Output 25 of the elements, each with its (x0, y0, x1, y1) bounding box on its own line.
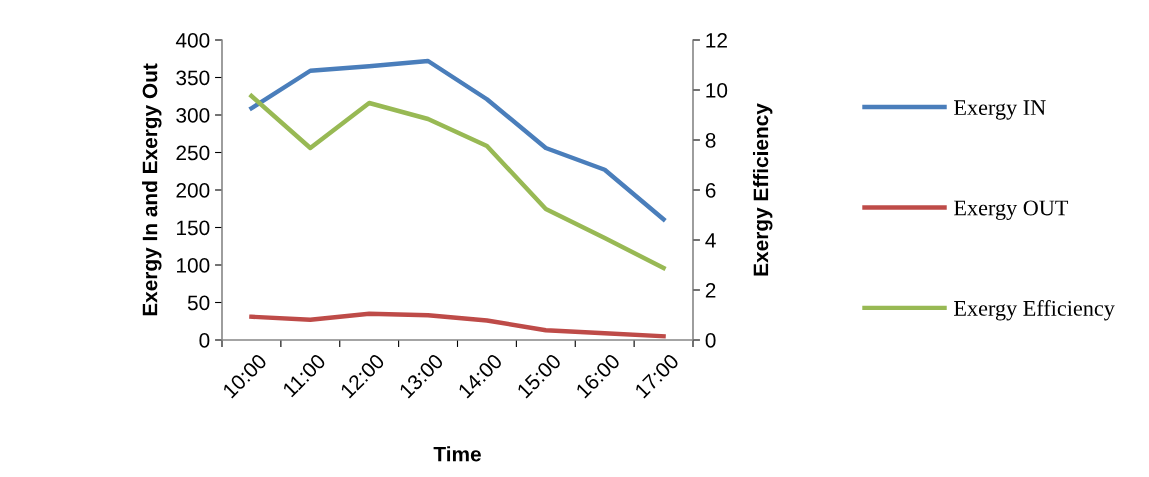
y-tick-label: 400 (175, 33, 210, 48)
y2-tick-label: 6 (705, 183, 716, 198)
legend-label: Exergy IN (954, 100, 1046, 120)
y2-tick-label: 4 (705, 233, 716, 248)
y2-tick-label: 2 (705, 283, 716, 298)
legend-label: Exergy OUT (954, 200, 1069, 221)
y-tick-label: 350 (176, 70, 210, 86)
x-axis-title: Time (433, 446, 481, 462)
y-tick-label: 50 (187, 295, 210, 311)
legend-label: Exergy Efficiency (954, 300, 1115, 321)
y-tick-label: 0 (199, 333, 210, 348)
y2-tick-label: 8 (705, 133, 716, 148)
y-tick-label: 100 (177, 258, 210, 273)
y-tick-label: 250 (176, 145, 210, 161)
y2-tick-label: 12 (706, 33, 727, 48)
y-tick-label: 150 (177, 220, 210, 236)
y-axis-title: Exergy In and Exergy Out (142, 63, 162, 316)
y-tick-label: 300 (176, 108, 210, 123)
y2-tick-label: 0 (705, 333, 716, 348)
line-series (249, 311, 666, 339)
y2-tick-label: 10 (706, 83, 728, 98)
line-series (249, 93, 666, 271)
y2-axis-title: Exergy Efficiency (752, 103, 773, 276)
line-series (249, 58, 666, 222)
y-tick-label: 200 (176, 183, 210, 198)
